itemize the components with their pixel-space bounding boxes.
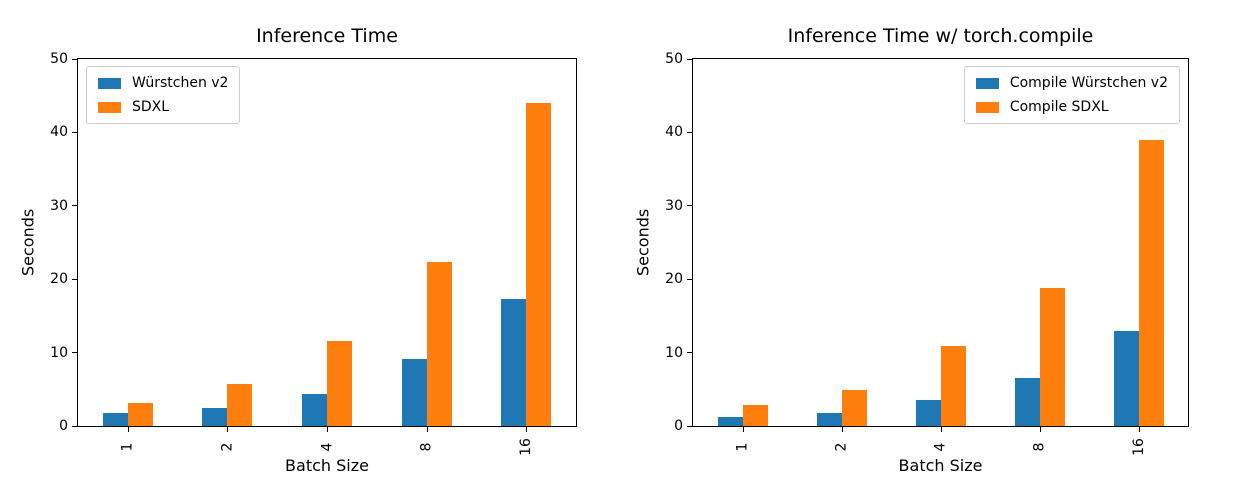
y-tick-mark (72, 425, 77, 427)
x-tick-mark (426, 427, 428, 432)
bars-container: 1 2 4 8 16 (693, 59, 1188, 456)
y-tick-mark (687, 352, 692, 354)
y-tick-mark (72, 58, 77, 60)
legend-entry: Compile Würstchen v2 (975, 75, 1168, 91)
bar-group-batch-16: 16 (1113, 59, 1164, 456)
legend: Compile Würstchen v2 Compile SDXL (963, 66, 1180, 124)
y-tick-label: 0 (59, 418, 68, 434)
y-axis-label: Seconds (18, 208, 38, 277)
y-tick-label: 0 (674, 418, 683, 434)
y-tick-label: 50 (50, 51, 68, 67)
legend-entry: Compile SDXL (975, 99, 1168, 115)
x-tick-mark (326, 427, 328, 432)
x-tick-label: 16 (1130, 438, 1147, 456)
y-tick-label: 30 (50, 197, 68, 214)
legend-swatch (98, 77, 121, 89)
bar (501, 299, 527, 426)
bar-group-batch-2: 2 (816, 59, 867, 451)
bar-group-batch-2: 2 (202, 59, 253, 451)
y-tick-label: 10 (665, 344, 683, 361)
legend: Würstchen v2 SDXL (86, 66, 241, 124)
bar (227, 384, 253, 426)
x-tick-label: 2 (219, 442, 236, 452)
x-tick-label: 8 (1031, 442, 1048, 452)
bar (1039, 288, 1065, 426)
x-tick-mark (841, 427, 843, 432)
x-tick-mark (742, 427, 744, 432)
chart-title: Inference Time (256, 25, 398, 47)
bar (1014, 377, 1040, 426)
bar (127, 402, 153, 426)
bar (1113, 331, 1139, 426)
bar-group-batch-4: 4 (301, 59, 352, 451)
y-tick-mark (72, 205, 77, 207)
x-axis-label: Batch Size (285, 456, 369, 475)
chart-title: Inference Time w/ torch.compile (787, 25, 1094, 47)
bar-group-batch-1: 1 (102, 59, 153, 451)
y-tick-label: 20 (665, 271, 683, 288)
y-tick-mark (687, 425, 692, 427)
bar (1138, 139, 1164, 426)
x-tick-label: 4 (932, 442, 949, 452)
bar-group-batch-8: 8 (401, 59, 452, 451)
bar (717, 417, 743, 426)
y-tick-mark (72, 278, 77, 280)
y-tick-mark (687, 58, 692, 60)
bar (426, 262, 452, 426)
bar (401, 359, 427, 426)
legend-entry: Würstchen v2 (98, 75, 228, 91)
legend-swatch (975, 77, 999, 89)
bar (841, 390, 867, 426)
legend-entry: SDXL (98, 99, 228, 115)
y-tick-label: 20 (50, 271, 68, 288)
y-tick-mark (687, 205, 692, 207)
y-tick-mark (72, 131, 77, 133)
y-tick-mark (72, 352, 77, 354)
torch-compile-chart: Inference Time w/ torch.compile Seconds … (634, 25, 1189, 475)
bars-container: 1 2 4 8 16 (78, 59, 576, 456)
legend-label: SDXL (132, 99, 170, 115)
x-tick-mark (227, 427, 229, 432)
legend-swatch (975, 101, 999, 113)
y-tick-label: 40 (50, 124, 68, 141)
y-tick-mark (687, 131, 692, 133)
inference-time-chart: Inference Time Seconds Batch Size 0 10 20 3… (19, 25, 577, 475)
bar (940, 346, 966, 426)
legend-label: Compile Würstchen v2 (1009, 75, 1168, 91)
legend-label: Compile SDXL (1009, 99, 1109, 115)
x-tick-label: 1 (119, 442, 136, 452)
bar (102, 412, 128, 426)
x-tick-label: 2 (833, 442, 850, 452)
x-tick-label: 8 (418, 442, 435, 452)
bar-group-batch-8: 8 (1014, 59, 1065, 451)
x-tick-mark (127, 427, 129, 432)
bar (301, 393, 327, 426)
bar-group-batch-4: 4 (915, 59, 966, 451)
bar (816, 412, 842, 426)
x-tick-mark (526, 427, 528, 432)
bar (915, 400, 941, 426)
y-tick-mark (687, 278, 692, 280)
x-tick-mark (1138, 427, 1140, 432)
x-tick-mark (1039, 427, 1041, 432)
y-tick-label: 10 (50, 344, 68, 361)
legend-label: Würstchen v2 (132, 75, 229, 91)
bar (742, 404, 768, 426)
y-tick-label: 50 (665, 51, 683, 67)
bar (326, 340, 352, 426)
y-axis-label: Seconds (633, 208, 653, 277)
x-axis-label: Batch Size (898, 456, 983, 475)
bar-group-batch-16: 16 (501, 59, 552, 456)
x-tick-mark (940, 427, 942, 432)
y-tick-label: 40 (665, 124, 683, 141)
y-tick-label: 30 (665, 197, 683, 214)
x-tick-label: 1 (734, 442, 751, 452)
x-tick-label: 16 (518, 438, 535, 456)
bar-group-batch-1: 1 (717, 59, 768, 451)
x-tick-label: 4 (318, 442, 335, 452)
bar (202, 408, 228, 426)
bar (526, 103, 552, 426)
legend-swatch (98, 101, 121, 113)
